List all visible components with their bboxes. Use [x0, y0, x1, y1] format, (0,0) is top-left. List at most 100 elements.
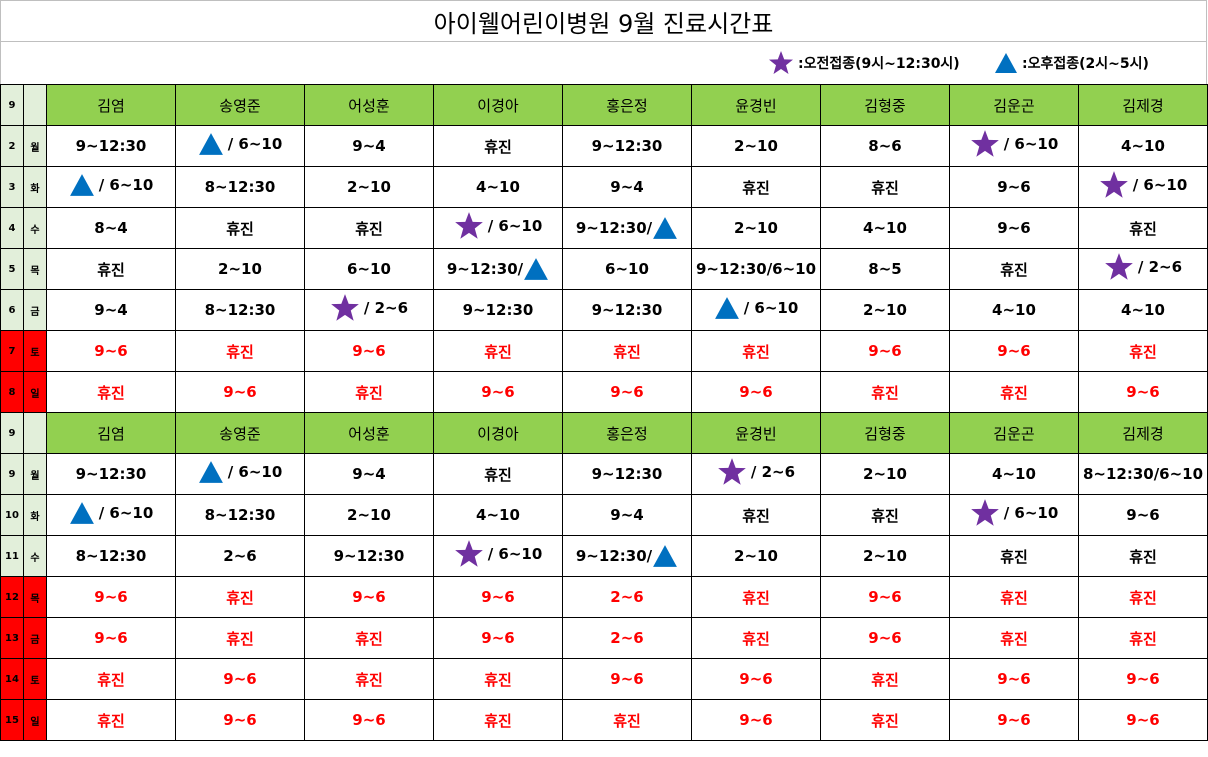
- schedule-cell: 9~6: [46, 576, 176, 618]
- cell-text: 휴진: [226, 629, 254, 648]
- date-cell: 2: [0, 125, 24, 167]
- schedule-cell: 9~12:30/: [562, 535, 692, 577]
- date-cell: 7: [0, 330, 24, 372]
- cell-text: 휴진: [97, 383, 125, 402]
- cell-text: 9~12:30: [591, 465, 663, 483]
- schedule-cell: / 6~10: [175, 125, 305, 167]
- schedule-cell: 2~10: [691, 207, 821, 249]
- weekday-cell: 화: [23, 166, 47, 208]
- triangle-icon: [995, 53, 1017, 73]
- schedule-cell: 2~6: [175, 535, 305, 577]
- schedule-row: 5 목 휴진 2~10 6~10 9~12:30/6~10 9~12:30/6~10 8~5 휴…: [0, 248, 1208, 290]
- star-icon: [1099, 171, 1128, 198]
- cell-text: 2~6: [610, 629, 644, 647]
- cell-content: 9~6: [997, 711, 1030, 729]
- schedule-cell: 8~4: [46, 207, 176, 249]
- cell-text: 9~6: [739, 711, 773, 729]
- cell-content: 9~6: [610, 670, 643, 688]
- schedule-cell: 9~6: [691, 371, 821, 413]
- cell-text: 휴진: [355, 383, 383, 402]
- schedule-cell: 휴진: [820, 658, 950, 700]
- cell-text: 9~6: [1126, 711, 1160, 729]
- cell-content: 휴진: [226, 587, 254, 608]
- cell-text: 2~10: [218, 260, 262, 278]
- date-cell: 14: [0, 658, 24, 700]
- cell-text: 2~10: [734, 547, 778, 565]
- cell-text: 6~10: [605, 260, 649, 278]
- cell-text: 휴진: [97, 260, 125, 279]
- schedule-cell: 9~6: [820, 576, 950, 618]
- cell-content: 6~10: [347, 260, 391, 278]
- cell-content: 9~6: [997, 178, 1030, 196]
- cell-content: 4~10: [476, 178, 520, 196]
- cell-content: 9~6: [997, 342, 1030, 360]
- date-cell: 15: [0, 699, 24, 741]
- cell-text: 2~10: [347, 506, 391, 524]
- date-cell: 12: [0, 576, 24, 618]
- cell-text: 9~6: [868, 588, 902, 606]
- cell-text: 휴진: [97, 670, 125, 689]
- star-icon: [769, 51, 793, 74]
- schedule-cell: 9~4: [304, 453, 434, 495]
- schedule-cell: 2~10: [691, 125, 821, 167]
- schedule-row: 7 토 9~6 휴진 9~6 휴진 휴진 휴진 9~6 9~6 휴진: [0, 330, 1208, 372]
- date-cell: 4: [0, 207, 24, 249]
- cell-content: 9~6: [739, 670, 772, 688]
- schedule-row: 3 화 / 6~10 8~12:30 2~10 4~10 9~4 휴진 휴진 9~6 / 6~10: [0, 166, 1208, 208]
- cell-content: 9~12:30: [334, 547, 405, 565]
- schedule-cell: 9~12:30: [562, 453, 692, 495]
- schedule-cell: 9~12:30: [433, 289, 563, 331]
- cell-text: 4~10: [476, 506, 520, 524]
- cell-text: 9~6: [997, 670, 1031, 688]
- cell-content: 9~4: [94, 301, 127, 319]
- cell-text: 휴진: [355, 219, 383, 238]
- cell-text: / 2~6: [1137, 258, 1183, 276]
- cell-text: 휴진: [742, 629, 770, 648]
- cell-text: 휴진: [1000, 588, 1028, 607]
- schedule-cell: 휴진: [304, 658, 434, 700]
- cell-content: 8~12:30/6~10: [1083, 465, 1203, 483]
- cell-text: 9~6: [481, 383, 515, 401]
- cell-content: 8~12:30: [76, 547, 147, 565]
- cell-content: 9~6: [868, 342, 901, 360]
- schedule-cell: 9~12:30: [562, 289, 692, 331]
- cell-content: 휴진: [97, 382, 125, 403]
- schedule-cell: 9~6: [691, 658, 821, 700]
- cell-content: 9~6: [1126, 506, 1159, 524]
- cell-content: 휴진: [97, 669, 125, 690]
- triangle-icon: [69, 174, 94, 196]
- cell-content: 9~12:30: [592, 301, 663, 319]
- schedule-cell: 휴진: [46, 248, 176, 290]
- schedule-cell: 휴진: [175, 330, 305, 372]
- cell-content: 9~6: [997, 670, 1030, 688]
- weekday-cell: 일: [23, 371, 47, 413]
- cell-content: 2~6: [610, 629, 643, 647]
- cell-text: 8~5: [868, 260, 902, 278]
- cell-content: 9~6: [739, 383, 772, 401]
- cell-text: 9~12:30: [333, 547, 405, 565]
- schedule-cell: 휴진: [46, 699, 176, 741]
- cell-text: 9~6: [868, 629, 902, 647]
- doctor-header: 홍은정: [562, 84, 692, 126]
- schedule-cell: 2~6: [562, 576, 692, 618]
- cell-content: 9~6: [223, 383, 256, 401]
- cell-content: 휴진: [1129, 341, 1157, 362]
- cell-content: 휴진: [484, 710, 512, 731]
- triangle-icon: [69, 502, 94, 524]
- cell-text: 9~12:30: [75, 137, 147, 155]
- cell-text: 9~12:30: [591, 301, 663, 319]
- cell-content: / 6~10: [198, 132, 282, 156]
- schedule-cell: 휴진: [433, 658, 563, 700]
- cell-text: 9~6: [739, 383, 773, 401]
- schedule-cell: / 6~10: [46, 494, 176, 536]
- date-cell: 5: [0, 248, 24, 290]
- cell-content: / 6~10: [454, 539, 542, 569]
- cell-text: 9~6: [223, 711, 257, 729]
- cell-text: 휴진: [97, 711, 125, 730]
- cell-text: 8~12:30: [204, 301, 276, 319]
- star-icon: [331, 294, 359, 321]
- schedule-cell: 휴진: [175, 576, 305, 618]
- cell-text: 9~6: [352, 342, 386, 360]
- header-row: 9 김염 송영준 어성훈 이경아 홍은정 윤경빈 김형중 김운곤 김제경: [0, 84, 1208, 126]
